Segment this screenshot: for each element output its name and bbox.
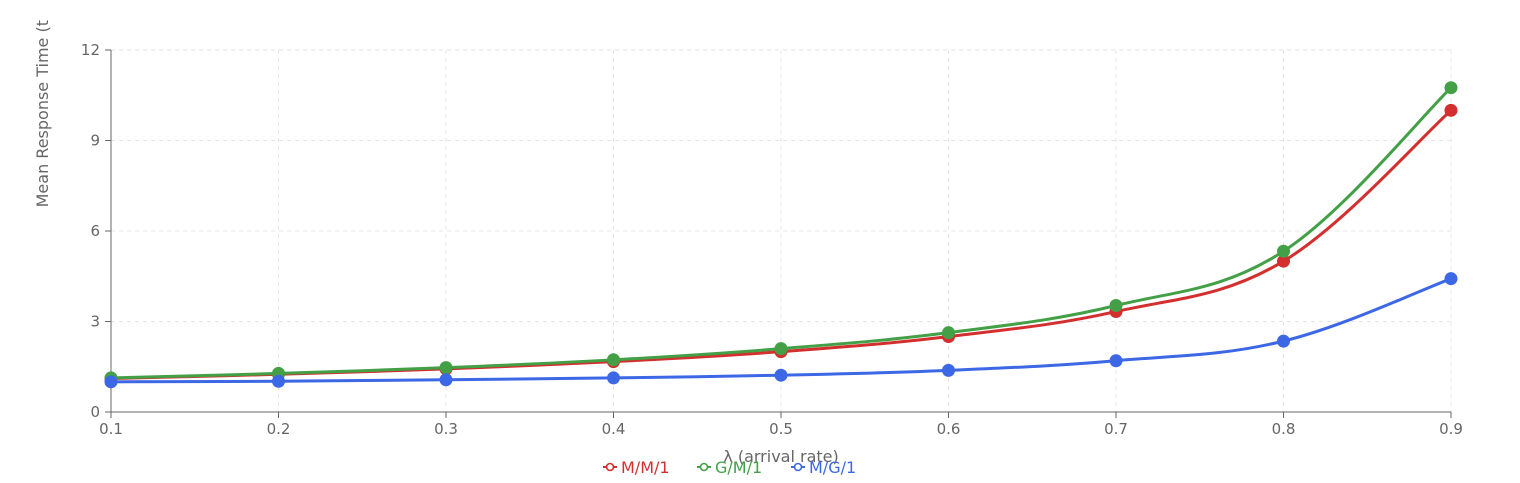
x-axis-ticks: 0.1 0.2 0.3 0.4 0.5 0.6 0.7 0.8 0.9 (99, 412, 1463, 438)
data-point-m-g-1[interactable] (942, 363, 955, 377)
x-tick-label: 0.2 (267, 420, 291, 438)
data-point-g-m-1[interactable] (1444, 81, 1458, 95)
x-tick-label: 0.1 (99, 420, 123, 438)
y-tick-label: 6 (90, 222, 100, 240)
x-tick-label: 0.6 (937, 420, 961, 438)
legend-label: M/M/1 (621, 458, 670, 477)
y-tick-label: 0 (90, 403, 100, 421)
data-point-m-g-1[interactable] (272, 374, 285, 388)
data-point-m-g-1[interactable] (607, 371, 620, 385)
data-point-m-g-1[interactable] (1444, 272, 1458, 286)
legend-label: G/M/1 (715, 458, 762, 477)
y-axis-title: Mean Response Time (t (33, 20, 52, 207)
data-point-g-m-1[interactable] (942, 326, 955, 340)
y-tick-label: 9 (90, 132, 100, 150)
legend-swatch-marker (793, 462, 803, 472)
data-point-g-m-1[interactable] (774, 342, 788, 356)
y-tick-label: 12 (81, 41, 100, 59)
legend-label: M/G/1 (809, 458, 856, 477)
x-tick-label: 0.4 (602, 420, 626, 438)
data-point-m-m-1[interactable] (1444, 103, 1458, 117)
x-axis-title: λ (arrival rate) (723, 447, 838, 466)
data-point-m-g-1[interactable] (1109, 354, 1123, 368)
data-point-m-g-1[interactable] (439, 373, 453, 387)
data-point-g-m-1[interactable] (439, 361, 453, 375)
legend-item-m-g-1[interactable]: M/G/1 (791, 458, 856, 477)
data-point-g-m-1[interactable] (1277, 244, 1290, 258)
y-tick-label: 3 (90, 313, 100, 331)
x-tick-label: 0.3 (434, 420, 458, 438)
data-point-m-g-1[interactable] (104, 375, 118, 389)
legend-item-g-m-1[interactable]: G/M/1 (697, 458, 762, 477)
data-point-m-g-1[interactable] (774, 368, 788, 382)
legend-swatch-marker (699, 462, 709, 472)
x-tick-label: 0.9 (1439, 420, 1463, 438)
x-tick-label: 0.8 (1272, 420, 1296, 438)
data-point-g-m-1[interactable] (1109, 299, 1123, 313)
data-point-m-m-1[interactable] (1277, 254, 1290, 268)
x-tick-label: 0.5 (769, 420, 793, 438)
legend-swatch-marker (605, 462, 615, 472)
data-points (104, 81, 1458, 389)
data-point-m-g-1[interactable] (1277, 334, 1290, 348)
legend: M/M/1 G/M/1 M/G/1 (603, 458, 856, 477)
data-point-g-m-1[interactable] (607, 353, 620, 367)
legend-item-m-m-1[interactable]: M/M/1 (603, 458, 670, 477)
x-tick-label: 0.7 (1104, 420, 1128, 438)
y-axis-ticks: 0 3 6 9 12 (81, 41, 111, 421)
series-line-g-m-1 (109, 86, 1453, 380)
